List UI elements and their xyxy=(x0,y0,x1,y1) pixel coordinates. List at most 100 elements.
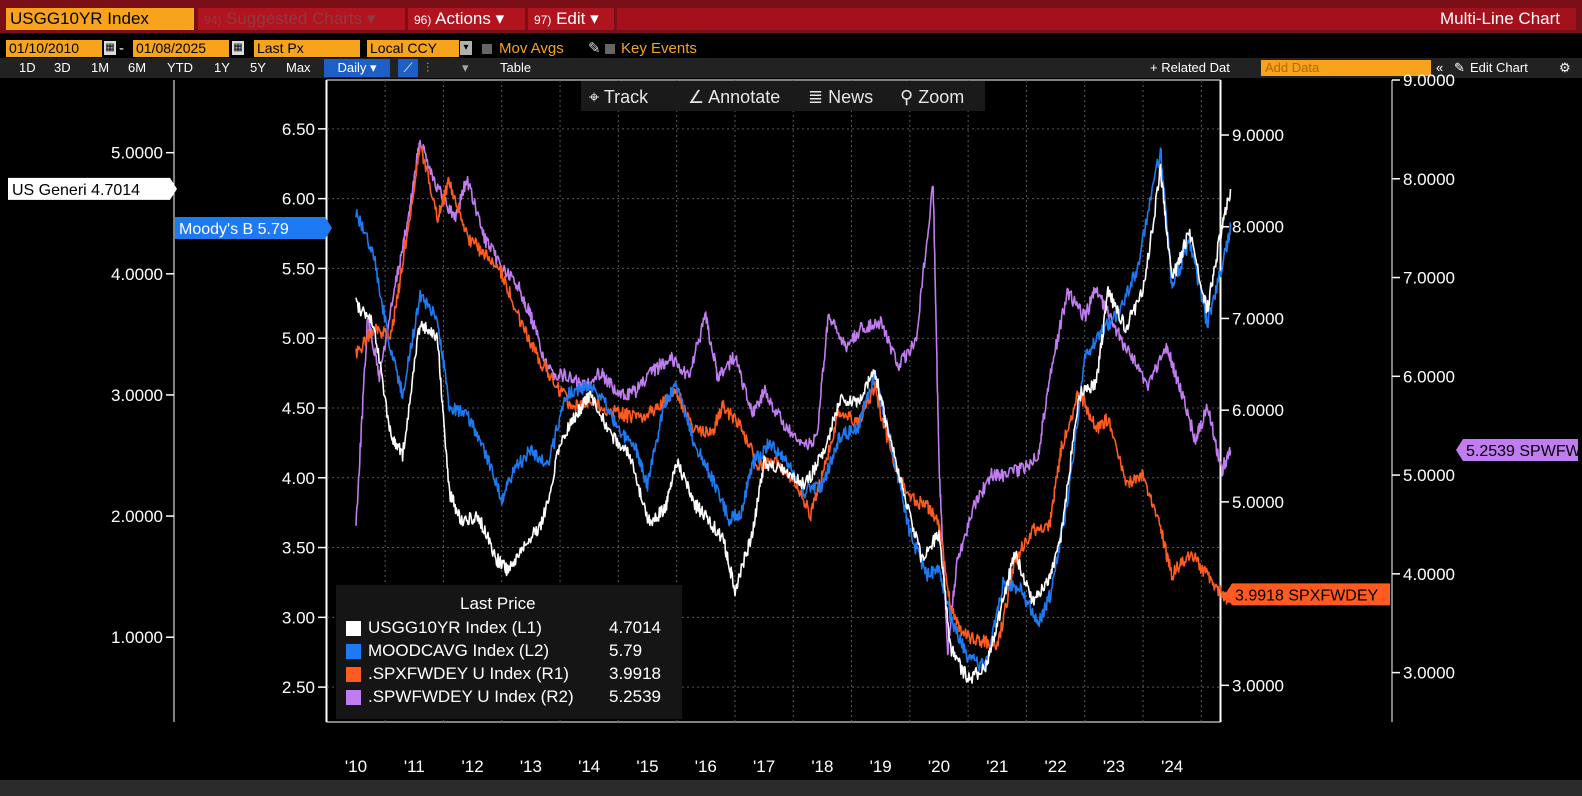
y-tick-label-l2: 5.00 xyxy=(282,329,315,348)
y-tick-label-r2: 3.0000 xyxy=(1403,664,1455,683)
chevron-down-icon[interactable]: ▾ xyxy=(462,60,469,75)
y-tick-label-r1: 3.0000 xyxy=(1232,676,1284,695)
y-tick-label-l1: 5.0000 xyxy=(111,144,163,163)
track-button[interactable]: ⌖ Track xyxy=(589,87,649,107)
legend-item-spxfwdey[interactable]: .SPXFWDEY U Index (R1) xyxy=(368,664,569,683)
y-tick-label-l1: 2.0000 xyxy=(111,507,163,526)
pencil-icon[interactable]: ✎ xyxy=(588,40,601,57)
x-tick-label: '20 xyxy=(928,757,950,776)
period-6m[interactable]: 6M xyxy=(128,60,147,75)
legend-swatch xyxy=(346,644,361,659)
start-date-input[interactable]: 01/10/2010 xyxy=(6,40,102,57)
value-tag-shape xyxy=(175,216,332,239)
period-1d[interactable]: 1D xyxy=(19,60,36,75)
crosshair-icon: ⌖ xyxy=(589,87,600,107)
legend-swatch xyxy=(346,667,361,682)
value-tag-label: 3.9918 SPXFWDEY xyxy=(1235,587,1379,604)
x-tick-label: '14 xyxy=(578,757,600,776)
x-tick-label: '10 xyxy=(345,757,367,776)
value-tag-shape xyxy=(1456,438,1578,461)
y-tick-label-r2: 9.0000 xyxy=(1403,71,1455,90)
add-data-input[interactable]: Add Data xyxy=(1261,60,1431,76)
period-max[interactable]: Max xyxy=(286,60,311,75)
suggested-charts-tab[interactable]: 94) Suggested Charts ▾ xyxy=(198,8,405,30)
y-tick-label-l1: 3.0000 xyxy=(111,386,163,405)
header-fill xyxy=(617,8,1576,30)
period-5y[interactable]: 5Y xyxy=(250,60,266,75)
period-1y[interactable]: 1Y xyxy=(214,60,230,75)
value-tag-label: US Generi 4.7014 xyxy=(12,182,140,199)
legend-item-spwfwdey[interactable]: .SPWFWDEY U Index (R2) xyxy=(368,687,574,706)
legend-value: 5.79 xyxy=(609,641,643,660)
edit-menu[interactable]: 97) Edit ▾ xyxy=(528,8,614,30)
value-tag-0: US Generi 4.7014 xyxy=(8,177,177,200)
mov-avgs-checkbox[interactable] xyxy=(482,44,492,54)
legend-item-moodcavg[interactable]: MOODCAVG Index (L2) xyxy=(368,641,550,660)
y-tick-label-r1: 5.0000 xyxy=(1232,493,1284,512)
bar-chart-icon[interactable]: ⫶ xyxy=(426,60,430,75)
edit-chart-button[interactable]: Edit Chart xyxy=(1470,60,1528,75)
key-events-label[interactable]: Key Events xyxy=(621,40,697,57)
ticker-input[interactable]: USGG10YR Index xyxy=(6,8,194,30)
x-tick-label: '19 xyxy=(870,757,892,776)
legend-title: Last Price xyxy=(460,594,536,613)
magnifier-icon: ⚲ xyxy=(900,87,914,107)
chart-type-title: Multi-Line Chart xyxy=(1440,9,1560,28)
currency-select[interactable]: Local CCY xyxy=(367,40,459,57)
y-tick-label-r2: 5.0000 xyxy=(1403,466,1455,485)
pencil-icon[interactable]: ✎ xyxy=(1454,60,1465,75)
mov-avgs-label[interactable]: Mov Avgs xyxy=(499,40,564,57)
chevron-down-icon[interactable]: ▾ xyxy=(460,41,472,55)
y-tick-label-l2: 6.00 xyxy=(282,190,315,209)
line-chart-icon[interactable]: ⟋ xyxy=(398,59,418,77)
gear-icon[interactable]: ⚙ xyxy=(1559,60,1571,75)
y-tick-label-l1: 4.0000 xyxy=(111,265,163,284)
value-tag-label: 5.2539 SPWFWDEY xyxy=(1466,443,1582,460)
x-tick-label: '13 xyxy=(520,757,542,776)
calendar-icon[interactable]: ▦ xyxy=(232,41,244,55)
status-bar xyxy=(0,780,1582,796)
y-tick-label-r2: 8.0000 xyxy=(1403,170,1455,189)
y-tick-label-l2: 3.00 xyxy=(282,608,315,627)
x-tick-label: '17 xyxy=(753,757,775,776)
key-events-checkbox[interactable] xyxy=(605,44,615,54)
y-tick-label-r1: 6.0000 xyxy=(1232,401,1284,420)
series-line-2 xyxy=(355,144,1232,652)
table-button[interactable]: Table xyxy=(500,60,532,75)
y-tick-label-r1: 7.0000 xyxy=(1232,309,1284,328)
period-1m[interactable]: 1M xyxy=(91,60,110,75)
legend-value: 3.9918 xyxy=(609,664,661,683)
value-tag-shape xyxy=(1225,583,1390,606)
period-3d[interactable]: 3D xyxy=(54,60,71,75)
value-tag-shape xyxy=(8,177,177,200)
legend-item-usgg10yr[interactable]: USGG10YR Index (L1) xyxy=(368,618,542,637)
value-tag-2: 3.9918 SPXFWDEY xyxy=(1225,583,1390,606)
y-tick-label-r2: 4.0000 xyxy=(1403,565,1455,584)
x-tick-label: '21 xyxy=(986,757,1008,776)
news-button[interactable]: ≣ News xyxy=(808,87,874,107)
calendar-icon[interactable]: ▦ xyxy=(104,41,116,55)
plot-frame xyxy=(326,79,1221,723)
legend-swatch xyxy=(346,621,361,636)
chart-toolbar xyxy=(581,81,985,111)
y-tick-label-l2: 5.50 xyxy=(282,259,315,278)
annotate-icon: ∠ xyxy=(688,87,705,107)
y-tick-label-l2: 4.50 xyxy=(282,399,315,418)
period-ytd[interactable]: YTD xyxy=(167,60,193,75)
y-tick-label-l2: 6.50 xyxy=(282,120,315,139)
y-tick-label-r1: 8.0000 xyxy=(1232,218,1284,237)
actions-menu[interactable]: 96) Actions ▾ xyxy=(408,8,525,30)
legend-value: 4.7014 xyxy=(609,618,661,637)
frequency-select[interactable]: Daily ▾ xyxy=(324,59,390,77)
field-input[interactable]: Last Px xyxy=(254,40,360,57)
value-tag-3: 5.2539 SPWFWDEY xyxy=(1456,438,1582,461)
x-tick-label: '22 xyxy=(1045,757,1067,776)
annotate-button[interactable]: ∠ Annotate xyxy=(688,87,781,107)
collapse-icon[interactable]: « xyxy=(1436,60,1444,75)
end-date-input[interactable]: 01/08/2025 xyxy=(133,40,229,57)
related-data-button[interactable]: + Related Dat xyxy=(1150,60,1230,75)
zoom-button[interactable]: ⚲ Zoom xyxy=(900,87,965,107)
chart-legend: Last Price USGG10YR Index (L1) 4.7014 MO… xyxy=(336,585,682,719)
x-tick-label: '11 xyxy=(404,757,425,776)
